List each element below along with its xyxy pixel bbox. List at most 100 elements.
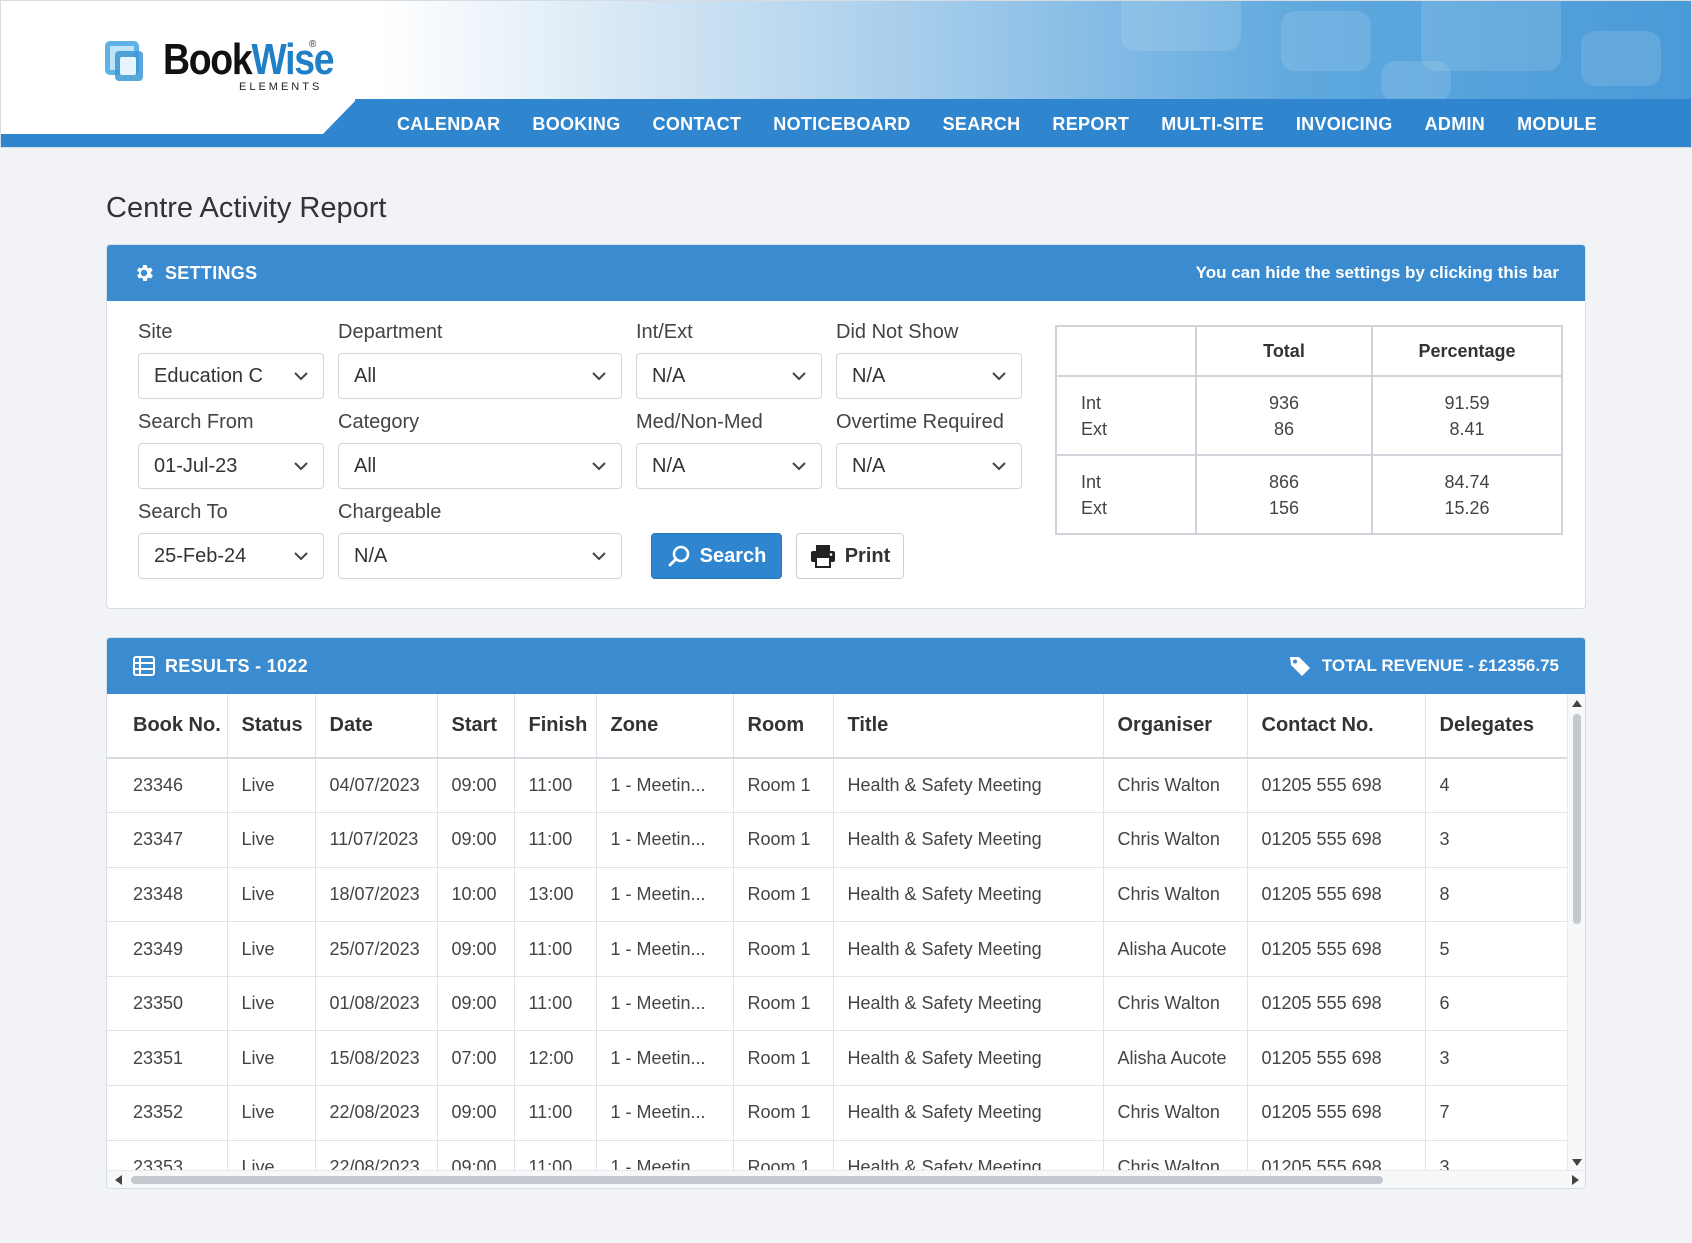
- scroll-left-arrow[interactable]: [115, 1175, 122, 1185]
- search-from-select[interactable]: 01-Jul-23: [138, 443, 324, 489]
- vertical-scrollbar[interactable]: [1567, 694, 1585, 1172]
- table-cell: 1 - Meetin...: [596, 812, 734, 868]
- med-non-med-value: N/A: [652, 454, 686, 477]
- column-header-title[interactable]: Title: [833, 694, 1104, 759]
- did-not-show-select[interactable]: N/A: [836, 353, 1022, 399]
- summary-percentages: 91.59 8.41: [1371, 375, 1563, 456]
- column-header-status[interactable]: Status: [227, 694, 316, 759]
- nav-item-multi-site[interactable]: MULTI-SITE: [1161, 113, 1264, 134]
- vertical-scroll-thumb[interactable]: [1573, 714, 1581, 924]
- chevron-down-icon: [592, 372, 606, 381]
- nav-item-calendar[interactable]: CALENDAR: [397, 113, 501, 134]
- table-cell: Chris Walton: [1103, 867, 1248, 923]
- header-banner: [381, 1, 1691, 101]
- nav-item-booking[interactable]: BOOKING: [532, 113, 621, 134]
- column-header-book-no[interactable]: Book No.: [107, 694, 228, 759]
- table-cell: 01205 555 698: [1247, 1140, 1426, 1172]
- column-header-delegates[interactable]: Delegates: [1425, 694, 1569, 759]
- scroll-up-arrow[interactable]: [1572, 700, 1582, 707]
- table-cell: 09:00: [437, 812, 515, 868]
- overtime-required-select[interactable]: N/A: [836, 443, 1022, 489]
- settings-toggle-bar[interactable]: SETTINGS You can hide the settings by cl…: [107, 245, 1585, 301]
- scroll-down-arrow[interactable]: [1572, 1159, 1582, 1166]
- site-select[interactable]: Education C: [138, 353, 324, 399]
- table-cell: 11:00: [514, 812, 597, 868]
- table-cell: 09:00: [437, 758, 515, 814]
- gear-icon: [137, 265, 153, 281]
- table-cell: Live: [227, 1140, 316, 1172]
- table-cell: 01205 555 698: [1247, 921, 1426, 977]
- chevron-down-icon: [992, 462, 1006, 471]
- column-header-room[interactable]: Room: [733, 694, 834, 759]
- nav-item-search[interactable]: SEARCH: [942, 113, 1021, 134]
- chevron-down-icon: [792, 372, 806, 381]
- table-cell: 22/08/2023: [315, 1140, 438, 1172]
- table-row[interactable]: 23353 Live 22/08/2023 09:00 11:00 1 - Meetin.…: [107, 1140, 1569, 1172]
- nav-item-contact[interactable]: CONTACT: [652, 113, 742, 134]
- table-cell: 5: [1425, 921, 1569, 977]
- logo-icon: [105, 41, 145, 85]
- table-cell: 01205 555 698: [1247, 758, 1426, 814]
- nav-item-admin[interactable]: ADMIN: [1424, 113, 1486, 134]
- med-non-med-select[interactable]: N/A: [636, 443, 822, 489]
- table-row[interactable]: 23352 Live 22/08/2023 09:00 11:00 1 - Meetin.…: [107, 1085, 1569, 1141]
- table-cell: 13:00: [514, 867, 597, 923]
- table-cell: Alisha Aucote: [1103, 921, 1248, 977]
- nav-item-module[interactable]: MODULE: [1517, 113, 1597, 134]
- column-header-contact-no[interactable]: Contact No.: [1247, 694, 1426, 759]
- table-row[interactable]: 23346 Live 04/07/2023 09:00 11:00 1 - Meetin.…: [107, 758, 1569, 814]
- chevron-down-icon: [992, 372, 1006, 381]
- table-row[interactable]: 23349 Live 25/07/2023 09:00 11:00 1 - Meetin.…: [107, 921, 1569, 977]
- column-header-date[interactable]: Date: [315, 694, 438, 759]
- table-row[interactable]: 23351 Live 15/08/2023 07:00 12:00 1 - Meetin.…: [107, 1030, 1569, 1087]
- table-icon: [133, 656, 155, 676]
- chargeable-select[interactable]: N/A: [338, 533, 622, 579]
- table-cell: Live: [227, 758, 316, 814]
- chevron-down-icon: [294, 372, 308, 381]
- table-cell: Health & Safety Meeting: [833, 1085, 1104, 1141]
- chevron-down-icon: [592, 462, 606, 471]
- category-select[interactable]: All: [338, 443, 622, 489]
- printer-icon: [810, 545, 835, 568]
- horizontal-scrollbar[interactable]: [107, 1170, 1585, 1188]
- int-ext-label: Int/Ext: [636, 321, 693, 343]
- scroll-right-arrow[interactable]: [1572, 1175, 1579, 1185]
- nav-item-invoicing[interactable]: INVOICING: [1295, 113, 1393, 134]
- category-value: All: [354, 454, 377, 477]
- horizontal-scroll-thumb[interactable]: [131, 1176, 1383, 1184]
- settings-panel: SETTINGS You can hide the settings by cl…: [106, 244, 1586, 609]
- column-header-organiser[interactable]: Organiser: [1103, 694, 1248, 759]
- search-from-label: Search From: [138, 411, 254, 433]
- table-row[interactable]: 23347 Live 11/07/2023 09:00 11:00 1 - Meetin.…: [107, 812, 1569, 868]
- table-row[interactable]: 23348 Live 18/07/2023 10:00 13:00 1 - Meetin.…: [107, 867, 1569, 923]
- department-select[interactable]: All: [338, 353, 622, 399]
- total-revenue: TOTAL REVENUE - £12356.75: [1321, 656, 1559, 675]
- table-cell: Chris Walton: [1103, 758, 1248, 814]
- magnifier-icon: [668, 545, 689, 567]
- search-to-select[interactable]: 25-Feb-24: [138, 533, 324, 579]
- search-button[interactable]: Search: [651, 533, 782, 579]
- bookwise-logo[interactable]: BookWise ® ELEMENTS: [105, 35, 345, 95]
- summary-header-total: Total: [1195, 325, 1373, 377]
- table-cell: 10:00: [437, 867, 515, 923]
- table-row[interactable]: 23350 Live 01/08/2023 09:00 11:00 1 - Meetin.…: [107, 976, 1569, 1032]
- table-cell: 22/08/2023: [315, 1085, 438, 1141]
- column-header-finish[interactable]: Finish: [514, 694, 597, 759]
- nav-item-noticeboard[interactable]: NOTICEBOARD: [773, 113, 911, 134]
- logo-registered-mark: ®: [309, 39, 317, 50]
- table-cell: Live: [227, 1030, 316, 1087]
- table-cell: 12:00: [514, 1030, 597, 1087]
- print-button[interactable]: Print: [796, 533, 904, 579]
- int-ext-value: N/A: [652, 364, 686, 387]
- summary-totals: 866 156: [1195, 454, 1373, 535]
- column-header-start[interactable]: Start: [437, 694, 515, 759]
- table-cell: Health & Safety Meeting: [833, 1030, 1104, 1087]
- int-ext-select[interactable]: N/A: [636, 353, 822, 399]
- table-cell: 8: [1425, 867, 1569, 923]
- nav-item-report[interactable]: REPORT: [1052, 113, 1130, 134]
- column-header-zone[interactable]: Zone: [596, 694, 734, 759]
- page-title: Centre Activity Report: [106, 192, 387, 224]
- category-label: Category: [338, 411, 420, 433]
- table-cell: Room 1: [733, 976, 834, 1032]
- results-table-viewport[interactable]: Book No. Status Date Start Finish Zone Room Tit…: [107, 694, 1569, 1172]
